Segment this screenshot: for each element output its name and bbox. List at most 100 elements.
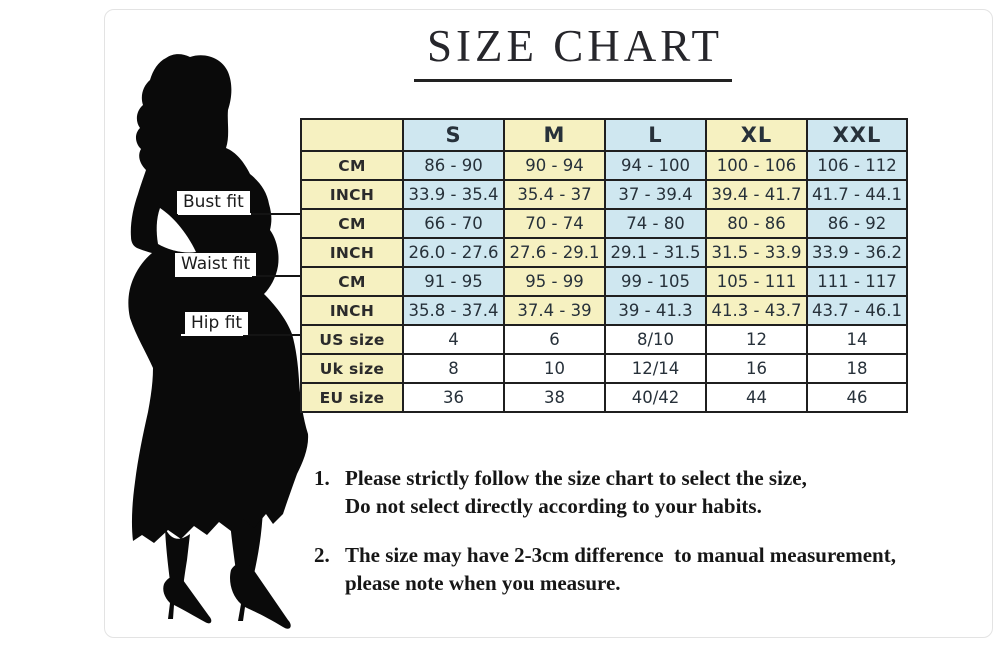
table-row-size-us-size: US size 4 6 8/10 12 14 xyxy=(300,324,908,355)
note-line: please note when you measure. xyxy=(345,571,621,595)
note-1: 1. Please strictly follow the size chart… xyxy=(314,464,807,520)
row-label-cell: CM xyxy=(300,208,404,239)
note-line: Please strictly follow the size chart to… xyxy=(345,466,807,490)
note-line: The size may have 2-3cm difference to ma… xyxy=(345,543,896,567)
value-cell: 44 xyxy=(705,382,808,413)
value-cell: 100 - 106 xyxy=(705,150,808,181)
note-1-text: Please strictly follow the size chart to… xyxy=(345,464,807,520)
value-cell: 41.3 - 43.7 xyxy=(705,295,808,326)
value-cell: 35.4 - 37 xyxy=(503,179,606,210)
table-row-waist-cm: CM 66 - 70 70 - 74 74 - 80 80 - 86 86 - 92 xyxy=(300,208,908,239)
value-cell: 8 xyxy=(402,353,505,384)
table-header-row: S M L XL XXL xyxy=(300,118,908,152)
note-line: Do not select directly according to your… xyxy=(345,494,762,518)
value-cell: 10 xyxy=(503,353,606,384)
row-label-cell: US size xyxy=(300,324,404,355)
value-cell: 12 xyxy=(705,324,808,355)
row-label-cell: Uk size xyxy=(300,353,404,384)
table-row-size-uk-size: Uk size 8 10 12/14 16 18 xyxy=(300,353,908,384)
bust-pointer-line-white xyxy=(178,213,251,215)
value-cell: 66 - 70 xyxy=(402,208,505,239)
hip-pointer-line xyxy=(243,334,301,336)
value-cell: 99 - 105 xyxy=(604,266,707,297)
header-cell-L: L xyxy=(604,118,707,152)
value-cell: 37 - 39.4 xyxy=(604,179,707,210)
header-cell-S: S xyxy=(402,118,505,152)
value-cell: 29.1 - 31.5 xyxy=(604,237,707,268)
value-cell: 46 xyxy=(806,382,908,413)
table-row-hip-cm: CM 91 - 95 95 - 99 99 - 105 105 - 111 111 - 1… xyxy=(300,266,908,297)
image-border-frame xyxy=(104,9,993,638)
value-cell: 43.7 - 46.1 xyxy=(806,295,908,326)
size-chart-table: S M L XL XXL CM 86 - 90 90 - 94 94 - 100 100 - 10… xyxy=(300,118,908,413)
value-cell: 111 - 117 xyxy=(806,266,908,297)
value-cell: 39 - 41.3 xyxy=(604,295,707,326)
silhouette-armpit-gap xyxy=(156,208,196,253)
value-cell: 27.6 - 29.1 xyxy=(503,237,606,268)
waist-fit-label: Waist fit xyxy=(175,253,257,276)
value-cell: 12/14 xyxy=(604,353,707,384)
header-corner-cell xyxy=(300,118,404,152)
value-cell: 37.4 - 39 xyxy=(503,295,606,326)
header-cell-M: M xyxy=(503,118,606,152)
value-cell: 16 xyxy=(705,353,808,384)
row-label-cell: CM xyxy=(300,266,404,297)
header-cell-XXL: XXL xyxy=(806,118,908,152)
silhouette-left-shoe xyxy=(163,576,212,624)
row-label-cell: INCH xyxy=(300,179,404,210)
value-cell: 95 - 99 xyxy=(503,266,606,297)
table-row-bust-inch: INCH 33.9 - 35.4 35.4 - 37 37 - 39.4 39.4 - … xyxy=(300,179,908,210)
value-cell: 4 xyxy=(402,324,505,355)
value-cell: 70 - 74 xyxy=(503,208,606,239)
value-cell: 36 xyxy=(402,382,505,413)
value-cell: 35.8 - 37.4 xyxy=(402,295,505,326)
waist-pointer-line xyxy=(252,275,301,277)
row-label-cell: CM xyxy=(300,150,404,181)
table-row-waist-inch: INCH 26.0 - 27.6 27.6 - 29.1 29.1 - 31.5 31.… xyxy=(300,237,908,268)
hip-fit-label: Hip fit xyxy=(185,312,249,335)
value-cell: 33.9 - 36.2 xyxy=(806,237,908,268)
value-cell: 6 xyxy=(503,324,606,355)
value-cell: 26.0 - 27.6 xyxy=(402,237,505,268)
row-label-cell: INCH xyxy=(300,295,404,326)
bust-fit-label: Bust fit xyxy=(177,191,250,214)
value-cell: 86 - 92 xyxy=(806,208,908,239)
value-cell: 38 xyxy=(503,382,606,413)
silhouette-left-leg xyxy=(165,528,190,588)
row-label-cell: EU size xyxy=(300,382,404,413)
value-cell: 80 - 86 xyxy=(705,208,808,239)
value-cell: 14 xyxy=(806,324,908,355)
note-1-number: 1. xyxy=(314,466,330,490)
value-cell: 86 - 90 xyxy=(402,150,505,181)
value-cell: 91 - 95 xyxy=(402,266,505,297)
silhouette-right-shoe xyxy=(230,563,291,629)
value-cell: 106 - 112 xyxy=(806,150,908,181)
waist-pointer-line-white xyxy=(175,275,252,277)
value-cell: 74 - 80 xyxy=(604,208,707,239)
header-cell-XL: XL xyxy=(705,118,808,152)
value-cell: 105 - 111 xyxy=(705,266,808,297)
note-2: 2. The size may have 2-3cm difference to… xyxy=(314,541,896,597)
title-underline xyxy=(414,79,732,82)
table-row-size-eu-size: EU size 36 38 40/42 44 46 xyxy=(300,382,908,413)
value-cell: 41.7 - 44.1 xyxy=(806,179,908,210)
row-label-cell: INCH xyxy=(300,237,404,268)
value-cell: 33.9 - 35.4 xyxy=(402,179,505,210)
bust-pointer-line xyxy=(251,213,301,215)
value-cell: 40/42 xyxy=(604,382,707,413)
value-cell: 39.4 - 41.7 xyxy=(705,179,808,210)
note-2-number: 2. xyxy=(314,543,330,567)
note-2-text: The size may have 2-3cm difference to ma… xyxy=(345,541,896,597)
silhouette-body xyxy=(128,54,309,543)
value-cell: 8/10 xyxy=(604,324,707,355)
page-title: SIZE CHART xyxy=(426,21,724,71)
value-cell: 90 - 94 xyxy=(503,150,606,181)
hip-pointer-line-white xyxy=(181,334,243,336)
value-cell: 18 xyxy=(806,353,908,384)
table-row-bust-cm: CM 86 - 90 90 - 94 94 - 100 100 - 106 106 - 1… xyxy=(300,150,908,181)
value-cell: 31.5 - 33.9 xyxy=(705,237,808,268)
value-cell: 94 - 100 xyxy=(604,150,707,181)
table-row-hip-inch: INCH 35.8 - 37.4 37.4 - 39 39 - 41.3 41.3 - … xyxy=(300,295,908,326)
